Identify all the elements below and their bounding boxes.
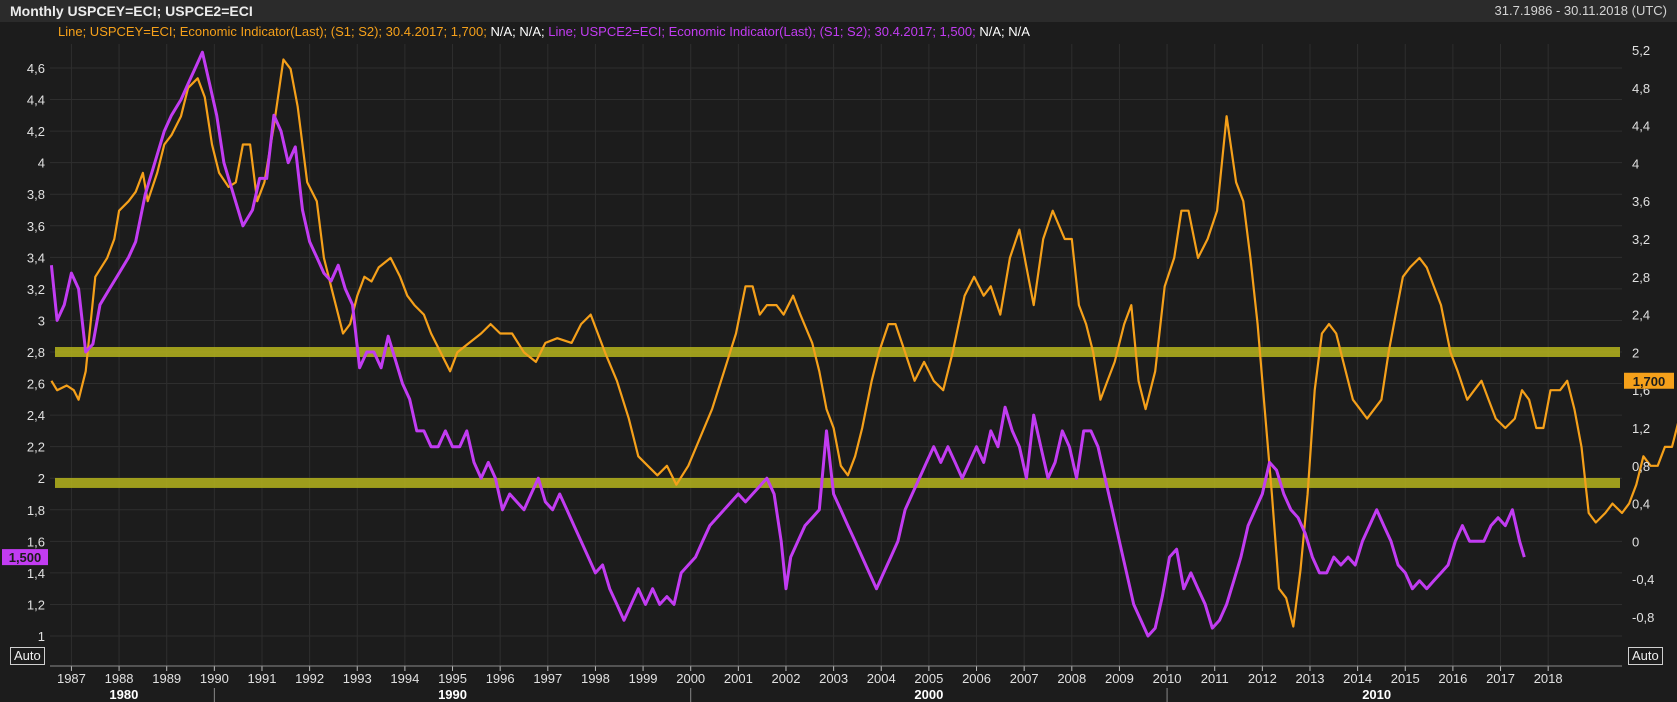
- x-tick-label: 1999: [629, 671, 658, 686]
- y-right-tick-label: 4,4: [1632, 119, 1650, 134]
- x-group-label: 1990: [438, 687, 467, 702]
- legend-series-uspce2-na: N/A; N/A: [975, 24, 1030, 39]
- y-right-tick-label: 3,2: [1632, 232, 1650, 247]
- y-left-tick-label: 1: [38, 629, 45, 644]
- legend-series-uspcey: Line; USPCEY=ECI; Economic Indicator(Las…: [58, 24, 487, 39]
- x-tick-label: 1988: [105, 671, 134, 686]
- y-left-tick-label: 3,4: [27, 250, 45, 265]
- y-left-tick-label: 3,6: [27, 219, 45, 234]
- x-tick-label: 2007: [1010, 671, 1039, 686]
- x-tick-label: 2001: [724, 671, 753, 686]
- x-tick-label: 1998: [581, 671, 610, 686]
- y-left-tick-label: 1,8: [27, 503, 45, 518]
- reference-bands: [55, 347, 1620, 488]
- x-tick-label: 2006: [962, 671, 991, 686]
- axes: 4,6 4,4 4,2 4 3,8 3,6 3,4 3,2 3 2,8 2,6 2,4 2,2 2 1,8 1…: [2, 43, 1674, 702]
- series-line-uspce2-eci: [49, 50, 1526, 638]
- x-tick-label: 2002: [772, 671, 801, 686]
- reference-band: [55, 477, 1620, 488]
- x-tick-label: 2014: [1343, 671, 1372, 686]
- y-left-tick-label: 3,8: [27, 187, 45, 202]
- x-tick-label: 2018: [1534, 671, 1563, 686]
- x-tick-label: 2013: [1296, 671, 1325, 686]
- y-right-tick-label: 2: [1632, 345, 1639, 360]
- x-tick-label: 2011: [1201, 671, 1229, 686]
- x-tick-label: 2010: [1153, 671, 1182, 686]
- y-right-tick-label: 2,8: [1632, 270, 1650, 285]
- y-left-tick-label: 2,2: [27, 440, 45, 455]
- y-right-tick-label: 4,8: [1632, 81, 1650, 96]
- legend: Line; USPCEY=ECI; Economic Indicator(Las…: [58, 24, 1030, 39]
- y-left-tick-label: 4,6: [27, 61, 45, 76]
- x-tick-label: 1989: [152, 671, 181, 686]
- x-tick-label: 2009: [1105, 671, 1134, 686]
- y-right-tick-label: 1,2: [1632, 421, 1650, 436]
- legend-series-uspce2: Line; USPCE2=ECI; Economic Indicator(Las…: [544, 24, 976, 39]
- date-range: 31.7.1986 - 30.11.2018 (UTC): [1494, 3, 1667, 18]
- y-left-tick-label: 1,6: [27, 534, 45, 549]
- x-tick-label: 2016: [1438, 671, 1467, 686]
- y-left-tick-label: 4,4: [27, 93, 45, 108]
- y-right-tick-label: 0,8: [1632, 459, 1650, 474]
- x-tick-label: 2000: [676, 671, 705, 686]
- y-left-tick-label: 3: [38, 313, 45, 328]
- last-value-label-uspce2: 1,500: [9, 550, 42, 565]
- x-tick-label: 2015: [1391, 671, 1420, 686]
- last-value-label-uspcey: 1,700: [1633, 374, 1666, 389]
- y-left-tick-label: 2: [38, 471, 45, 486]
- y-right-tick-label: 5,2: [1632, 43, 1650, 58]
- x-tick-label: 1992: [295, 671, 324, 686]
- x-tick-label: 2004: [867, 671, 896, 686]
- x-tick-label: 1991: [248, 671, 277, 686]
- x-group-label: 1980: [109, 687, 138, 702]
- last-value-tag-uspce2: [2, 549, 48, 566]
- y-left-tick-label: 1,4: [27, 566, 45, 581]
- x-group-label: 2010: [1362, 687, 1391, 702]
- y-left-tick-label: 4: [38, 156, 45, 171]
- y-left-tick-label: 3,2: [27, 282, 45, 297]
- y-left-tick-label: 2,8: [27, 345, 45, 360]
- x-group-label: 2000: [914, 687, 943, 702]
- y-right-tick-label: 0: [1632, 534, 1639, 549]
- x-tick-label: 1997: [533, 671, 562, 686]
- x-tick-label: 2008: [1057, 671, 1086, 686]
- y-left-tick-label: 4,2: [27, 124, 45, 139]
- y-right-tick-label: -0,8: [1632, 610, 1654, 625]
- reference-band: [55, 347, 1620, 357]
- x-tick-label: 2012: [1248, 671, 1277, 686]
- chart-title: Monthly USPCEY=ECI; USPCE2=ECI: [10, 3, 253, 19]
- x-tick-label: 2005: [914, 671, 943, 686]
- legend-series-uspcey-na: N/A; N/A;: [486, 24, 545, 39]
- y-right-tick-label: 4: [1632, 156, 1639, 171]
- y-right-tick-label: 2,4: [1632, 308, 1650, 323]
- auto-scale-right-button[interactable]: Auto: [1628, 647, 1663, 665]
- x-tick-label: 2003: [819, 671, 848, 686]
- series-line-uspcey-eci: [50, 58, 1677, 628]
- last-value-tag-uspcey: [1624, 372, 1674, 389]
- x-tick-label: 1993: [343, 671, 372, 686]
- x-tick-label: 1990: [200, 671, 229, 686]
- y-left-tick-label: 2,4: [27, 408, 45, 423]
- auto-scale-left-button[interactable]: Auto: [10, 647, 45, 665]
- y-right-tick-label: 3,6: [1632, 194, 1650, 209]
- y-right-tick-label: -0,4: [1632, 572, 1654, 587]
- x-tick-label: 1994: [390, 671, 419, 686]
- x-tick-label: 2017: [1486, 671, 1515, 686]
- series-lines: [49, 50, 1677, 638]
- title-bar: Monthly USPCEY=ECI; USPCE2=ECI 31.7.1986…: [0, 0, 1677, 22]
- y-right-tick-label: 0,4: [1632, 497, 1650, 512]
- y-left-tick-label: 2,6: [27, 377, 45, 392]
- x-tick-label: 1996: [486, 671, 515, 686]
- x-tick-label: 1987: [57, 671, 86, 686]
- x-tick-label: 1995: [438, 671, 467, 686]
- y-left-tick-label: 1,2: [27, 597, 45, 612]
